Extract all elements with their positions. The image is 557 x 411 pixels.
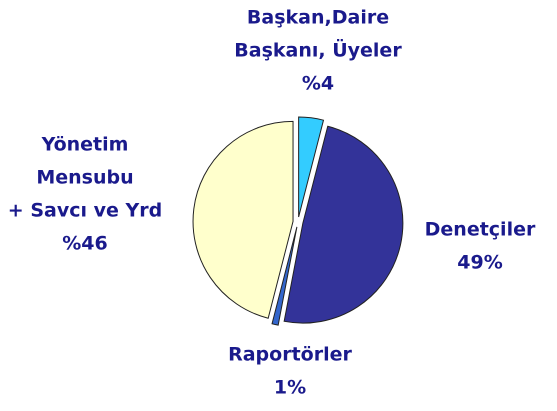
slice-label: Mensubu	[36, 167, 133, 189]
slice-label: Raportörler	[228, 344, 352, 366]
value-label: 49%	[457, 252, 502, 274]
slice-label: Başkan,Daire	[247, 7, 389, 29]
value-label: %4	[302, 73, 334, 95]
pie-slice	[271, 226, 298, 326]
slice-label: Yönetim	[41, 134, 129, 156]
slice-label: Başkanı, Üyeler	[234, 38, 402, 62]
slice-label: + Savcı ve Yrd	[8, 200, 162, 222]
pie-slice	[283, 125, 404, 324]
pie-slice	[298, 116, 325, 218]
value-label: %46	[62, 233, 107, 255]
value-label: 1%	[274, 377, 306, 399]
slice-label: Denetçiler	[425, 219, 536, 241]
pie-slice	[192, 120, 294, 319]
